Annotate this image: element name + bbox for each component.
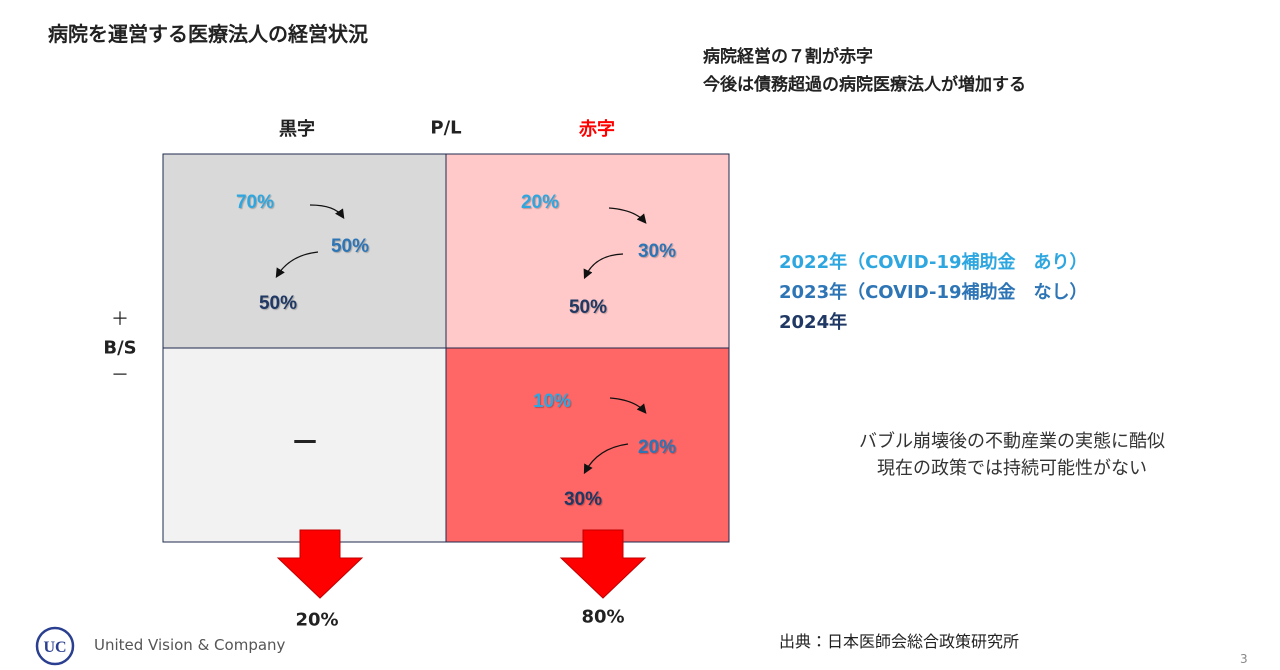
grid xyxy=(162,153,730,543)
company: United Vision & Company xyxy=(94,636,286,654)
legend-entry: 2024年 xyxy=(779,312,848,333)
cell-bg xyxy=(446,348,729,542)
cell-value: 30% xyxy=(563,489,603,510)
note: バブル崩壊後の不動産業の実態に酷似 xyxy=(859,431,1165,452)
down-arrows xyxy=(276,529,647,599)
total: 20% xyxy=(295,609,339,631)
headline: 今後は債務超過の病院医療法人が増加する xyxy=(703,75,1026,95)
cell-bg xyxy=(163,348,446,542)
cell-value: 30% xyxy=(637,241,677,262)
axis-label: P/L xyxy=(430,117,462,139)
axis-label: B/S xyxy=(103,337,137,359)
cell-value: 70% xyxy=(235,192,275,213)
note: 現在の政策では持続可能性がない xyxy=(877,458,1147,479)
title: 病院を運営する医療法人の経営状況 xyxy=(48,22,368,46)
row-label: ＋ xyxy=(111,309,129,330)
cell-bg xyxy=(446,154,729,348)
cell-value: 50% xyxy=(330,236,370,257)
cell-value: 50% xyxy=(568,297,608,318)
trend-arrows xyxy=(275,204,647,475)
page-number: 3 xyxy=(1240,652,1248,666)
source: 出典：日本医師会総合政策研究所 xyxy=(779,632,1020,651)
cell-value: 50% xyxy=(258,293,298,314)
cell-value: 20% xyxy=(637,437,677,458)
row-label: － xyxy=(111,365,129,386)
cell-value: — xyxy=(293,426,317,454)
col-label: 赤字 xyxy=(579,119,615,140)
cell-value: 20% xyxy=(520,192,560,213)
legend-entry: 2022年（COVID-19補助金 あり） xyxy=(779,252,1088,273)
cell-value: 10% xyxy=(532,391,572,412)
col-label: 黒字 xyxy=(279,119,315,140)
cell-bg xyxy=(163,154,446,348)
logo: UC xyxy=(35,626,75,666)
total: 80% xyxy=(581,606,625,628)
legend-entry: 2023年（COVID-19補助金 なし） xyxy=(779,282,1088,303)
svg-text:UC: UC xyxy=(43,639,66,656)
headline: 病院経営の７割が赤字 xyxy=(703,47,873,67)
